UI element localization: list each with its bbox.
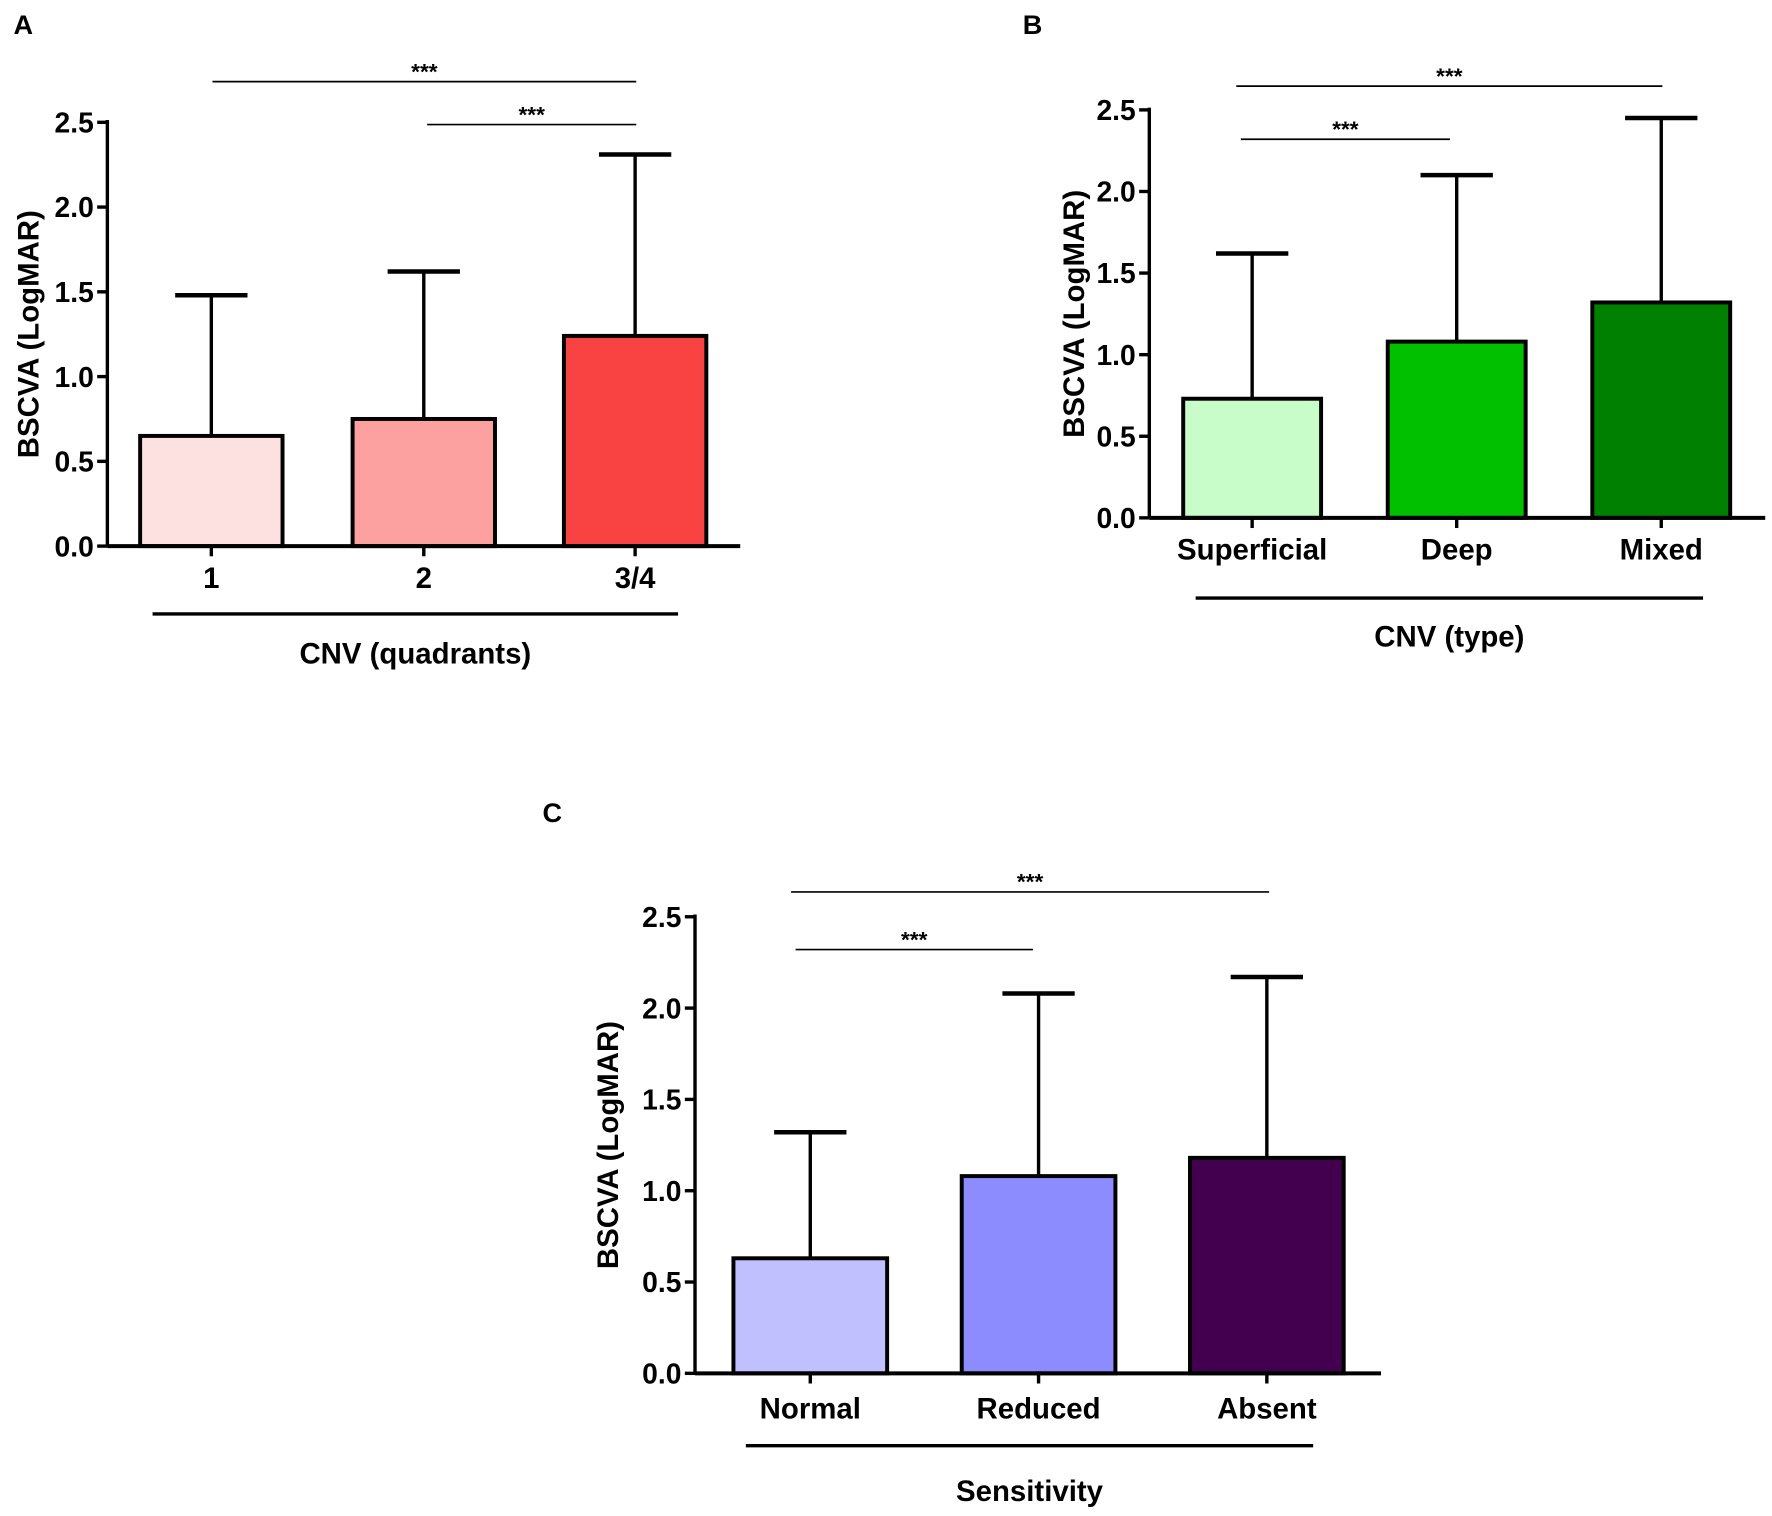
significance-label: *** (901, 927, 928, 952)
panel-label: C (542, 797, 562, 828)
y-tick-label: 0.5 (1096, 420, 1135, 452)
bar (1385, 339, 1528, 520)
bar (350, 416, 497, 549)
y-axis-label: BSCVA (LogMAR) (1058, 190, 1091, 438)
bar (731, 1256, 890, 1376)
x-tick-label: Normal (760, 1393, 861, 1426)
bar (1590, 300, 1733, 520)
y-tick-label: 2.5 (1096, 94, 1135, 126)
y-axis-label: BSCVA (LogMAR) (12, 210, 45, 458)
bar (138, 433, 285, 549)
chart-panel-b: B Superficial Deep Mixed 0.0 0.5 1.0 1.5 2.0 2.5 B… (1023, 9, 1766, 654)
x-axis-label: Sensitivity (956, 1475, 1104, 1508)
x-tick-label: Deep (1421, 534, 1493, 567)
x-tick-label: Mixed (1620, 534, 1703, 567)
chart-panel-a: A 1 2 3/4 0.0 0.5 1.0 1.5 2.0 2.5 BSCVA (LogMAR) CN… (12, 9, 741, 671)
y-tick-label: 0.0 (55, 530, 94, 562)
y-tick-label: 1.0 (642, 1175, 681, 1207)
y-tick-label: 0.5 (55, 446, 94, 478)
panel-label: A (14, 9, 34, 40)
significance-label: *** (1017, 870, 1044, 895)
x-tick-label: 2 (416, 562, 432, 595)
panel-label: B (1023, 9, 1043, 40)
x-tick-label: Superficial (1177, 534, 1327, 567)
y-tick-label: 1.5 (642, 1084, 681, 1116)
bar (959, 1174, 1118, 1376)
x-axis-label: CNV (quadrants) (299, 638, 531, 671)
x-tick-label: 1 (203, 562, 219, 595)
bar (561, 333, 709, 549)
significance-label: *** (1436, 64, 1463, 89)
x-tick-label: Absent (1217, 1393, 1317, 1426)
significance-label: *** (1332, 117, 1359, 142)
y-tick-label: 1.0 (1096, 339, 1135, 371)
x-tick-label: Reduced (977, 1393, 1101, 1426)
chart-panel-c: C Normal Reduced Absent 0.0 0.5 1.0 1.5 2.0 2.5 BS… (542, 797, 1381, 1508)
x-axis-label: CNV (type) (1374, 621, 1524, 654)
y-tick-label: 1.5 (55, 276, 94, 308)
y-tick-label: 2.0 (1096, 176, 1135, 208)
x-tick-label: 3/4 (615, 562, 656, 595)
y-tick-label: 2.5 (55, 106, 94, 138)
y-tick-label: 1.5 (1096, 257, 1135, 289)
y-axis-label: BSCVA (LogMAR) (592, 1021, 625, 1269)
bar (1181, 396, 1324, 520)
y-tick-label: 2.0 (642, 992, 681, 1024)
significance-label: *** (519, 102, 546, 127)
y-tick-label: 2.0 (55, 191, 94, 223)
y-tick-label: 2.5 (642, 901, 681, 933)
y-tick-label: 1.0 (55, 361, 94, 393)
bar (1188, 1155, 1346, 1376)
significance-label: *** (411, 59, 438, 84)
y-tick-label: 0.0 (642, 1358, 681, 1390)
y-tick-label: 0.0 (1096, 502, 1135, 534)
y-tick-label: 0.5 (642, 1266, 681, 1298)
